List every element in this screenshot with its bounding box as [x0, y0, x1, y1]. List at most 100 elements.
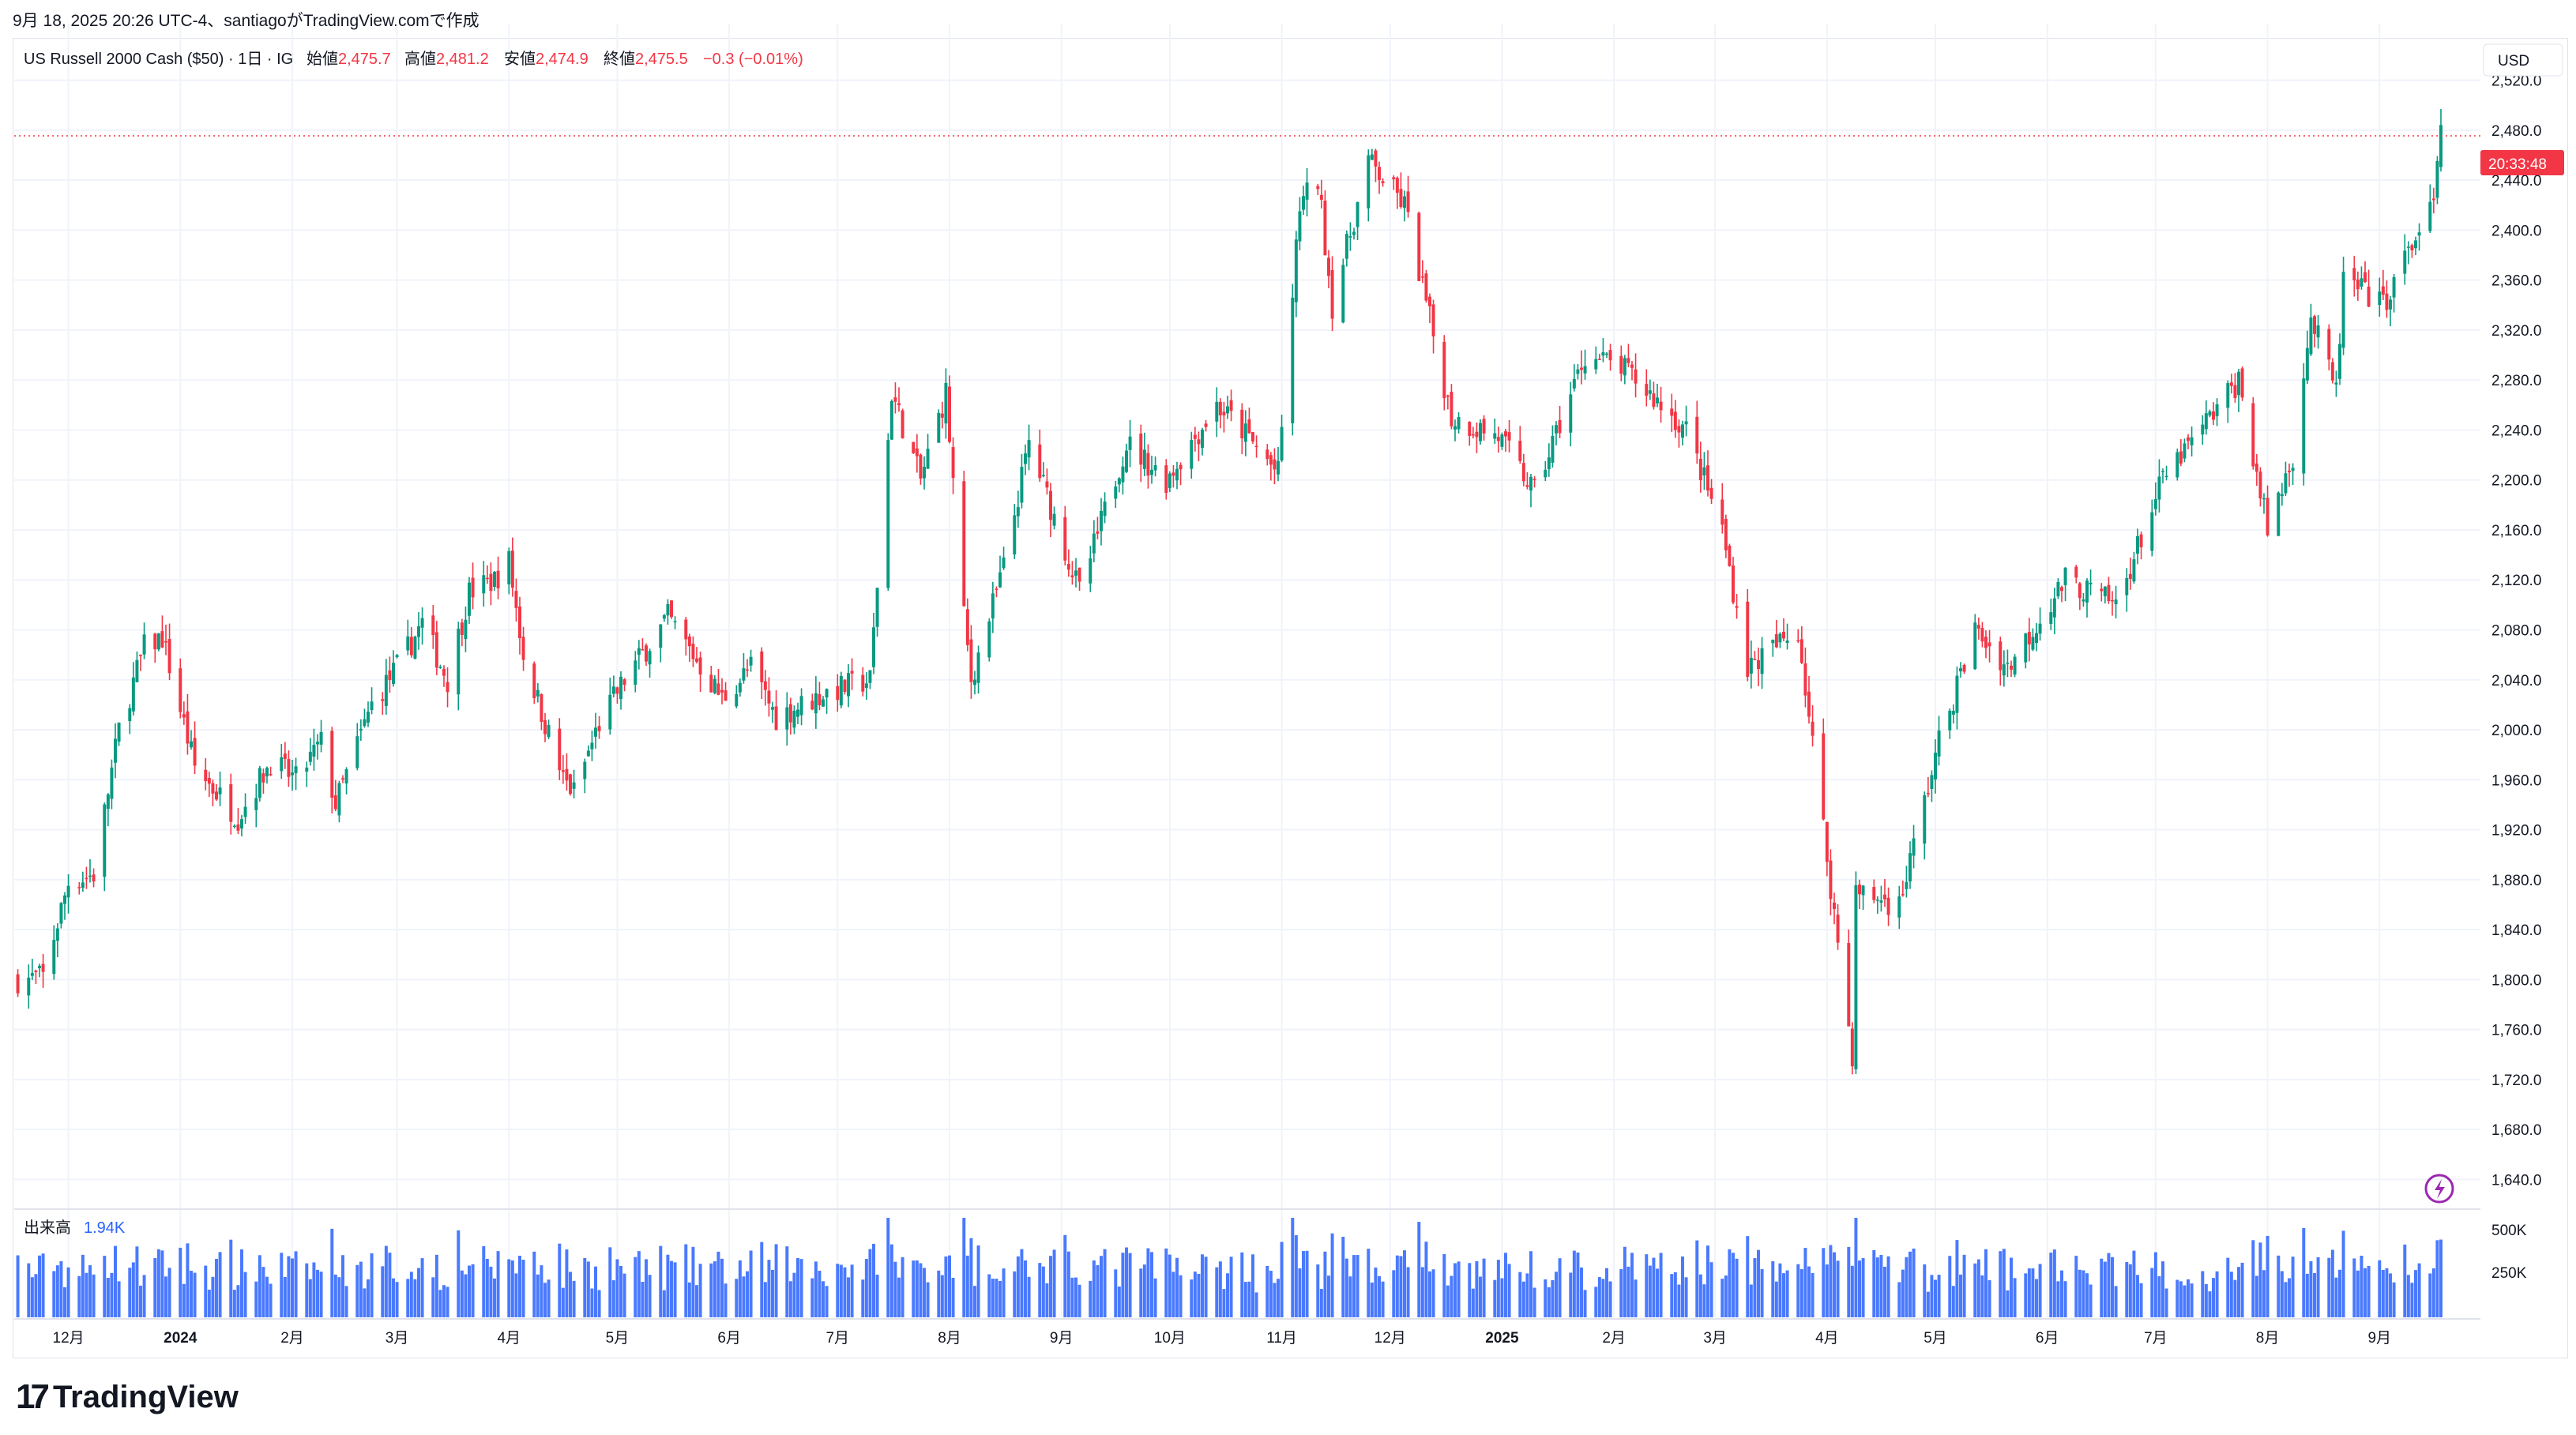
volume-bar: [1746, 1236, 1750, 1317]
candle-body: [1529, 476, 1532, 491]
volume-bar: [1500, 1278, 1504, 1317]
volume-bar: [594, 1266, 597, 1317]
volume-bar: [363, 1288, 367, 1317]
volume-bar: [2139, 1283, 2143, 1317]
volume-bar: [2229, 1272, 2233, 1317]
volume-bar: [973, 1286, 976, 1317]
volume-bar: [976, 1245, 980, 1317]
x-tick-label: 11月: [1266, 1330, 1297, 1347]
candle-body: [52, 940, 56, 975]
y-tick-label: 2,440.0: [2491, 173, 2541, 190]
candle-body: [240, 819, 243, 829]
volume-bar: [1269, 1271, 1273, 1317]
volume-bar: [1370, 1282, 1374, 1317]
candle-body: [987, 621, 991, 658]
flash-icon[interactable]: [2424, 1174, 2454, 1204]
candle-body: [229, 783, 233, 822]
candle-body: [1518, 441, 1522, 461]
candle-body: [586, 750, 590, 757]
candle-body: [1948, 710, 1952, 731]
x-tick-label: 3月: [1703, 1330, 1727, 1347]
y-tick-label: 1,680.0: [2491, 1122, 2541, 1139]
volume-bar: [1197, 1273, 1201, 1317]
volume-bars: [16, 1218, 2442, 1317]
volume-bar: [1601, 1279, 1605, 1317]
candle-body: [2327, 329, 2331, 360]
volume-bar: [77, 1275, 81, 1317]
volume-bar: [1698, 1274, 1702, 1317]
candle-body: [55, 928, 59, 941]
volume-bar: [2338, 1269, 2341, 1317]
volume-bar: [547, 1279, 551, 1317]
volume-bar: [641, 1282, 645, 1317]
candle-body: [1677, 426, 1681, 433]
candle-body: [2334, 382, 2338, 385]
candle-body: [2157, 476, 2161, 500]
x-tick-label: 10月: [1154, 1330, 1186, 1347]
volume-bar: [716, 1251, 720, 1317]
volume-bar: [1732, 1253, 1735, 1317]
volume-bar: [810, 1278, 814, 1317]
volume-bar: [1496, 1260, 1500, 1317]
volume-bar: [659, 1245, 663, 1317]
candle-body: [41, 964, 45, 972]
volume-bar: [305, 1263, 309, 1317]
volume-bar: [1280, 1242, 1284, 1317]
candle-body: [1580, 367, 1583, 370]
volume-bar: [796, 1257, 799, 1317]
candle-body: [1850, 1028, 1854, 1067]
candle-body: [2208, 411, 2212, 416]
volume-bar: [1973, 1263, 1977, 1317]
volume-bar: [2378, 1260, 2382, 1317]
volume-bar: [2074, 1256, 2078, 1317]
candle-body: [1128, 436, 1132, 450]
volume-bar: [1399, 1256, 1403, 1317]
candle-body: [1074, 570, 1077, 576]
x-tick-label: 12月: [53, 1330, 85, 1347]
candle-body: [2187, 437, 2190, 441]
volume-bar: [1273, 1283, 1277, 1317]
candle-body: [30, 973, 34, 976]
candle-body: [110, 767, 114, 799]
volume-bar: [987, 1274, 991, 1317]
candlesticks: [16, 109, 2442, 1075]
candle-body: [1959, 668, 1962, 672]
candle-body: [2035, 633, 2038, 644]
volume-bar: [1749, 1284, 1753, 1317]
volume-bar: [359, 1261, 363, 1317]
volume-bar: [691, 1246, 695, 1317]
volume-bar: [92, 1274, 96, 1317]
candle-body: [1294, 239, 1298, 302]
volume-bar: [2111, 1257, 2114, 1317]
volume-bar: [608, 1247, 612, 1317]
currency-button[interactable]: USD: [2483, 43, 2563, 77]
volume-bar: [1175, 1257, 1179, 1317]
candle-body: [518, 607, 521, 639]
volume-bar: [1049, 1256, 1052, 1317]
volume-bar: [1728, 1249, 1732, 1317]
candle-body: [771, 707, 774, 710]
volume-bar: [468, 1265, 471, 1317]
candle-body: [1597, 359, 1601, 360]
candle-body: [2258, 471, 2262, 499]
volume-bar: [2150, 1268, 2154, 1317]
candle-body: [1836, 915, 1840, 943]
candle-body: [1052, 513, 1056, 526]
volume-bar: [1987, 1280, 1991, 1317]
volume-bar: [2136, 1275, 2139, 1317]
volume-bar: [2435, 1240, 2439, 1317]
volume-bar: [1128, 1253, 1132, 1317]
candle-body: [59, 903, 63, 924]
candle-body: [254, 798, 258, 810]
y-tick-label: 2,160.0: [2491, 523, 2541, 539]
candle-body: [1344, 234, 1348, 259]
volume-bar: [2013, 1278, 2017, 1317]
volume-bar: [1013, 1271, 1017, 1317]
candle-body: [27, 977, 31, 996]
tradingview-logo[interactable]: 17 TradingView: [16, 1377, 239, 1417]
volume-bar: [1038, 1263, 1042, 1317]
volume-bar: [1901, 1269, 1905, 1317]
volume-bar: [510, 1260, 514, 1317]
volume-bar: [110, 1272, 114, 1317]
